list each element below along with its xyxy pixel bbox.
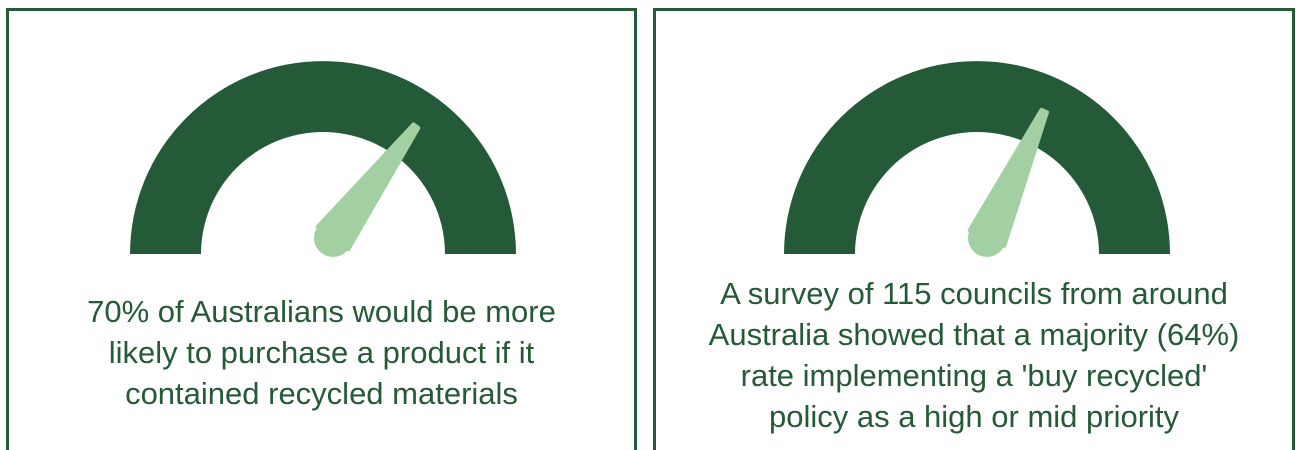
caption-line: policy as a high or mid priority (768, 399, 1180, 434)
gauge-needle-hub (314, 219, 352, 257)
stat-card-councils: A survey of 115 councils from around Aus… (653, 8, 1295, 450)
gauge (130, 61, 516, 257)
caption-line: Australia showed that a majority (64%) (708, 317, 1240, 352)
gauge-arc (784, 61, 1170, 255)
stat-caption: A survey of 115 councils from around Aus… (656, 273, 1292, 437)
caption-line: rate implementing a 'buy recycled' (740, 358, 1208, 393)
caption-line: contained recycled materials (125, 376, 518, 411)
caption-line: likely to purchase a product if it (108, 335, 535, 370)
stat-caption: 70% of Australians would be more likely … (9, 291, 634, 414)
caption-line: 70% of Australians would be more (87, 294, 556, 329)
gauge (784, 61, 1170, 257)
gauge-needle-hub (968, 219, 1006, 257)
caption-line: A survey of 115 councils from around (720, 276, 1228, 311)
gauge-arc (130, 61, 516, 255)
stat-card-consumers: 70% of Australians would be more likely … (6, 8, 637, 450)
